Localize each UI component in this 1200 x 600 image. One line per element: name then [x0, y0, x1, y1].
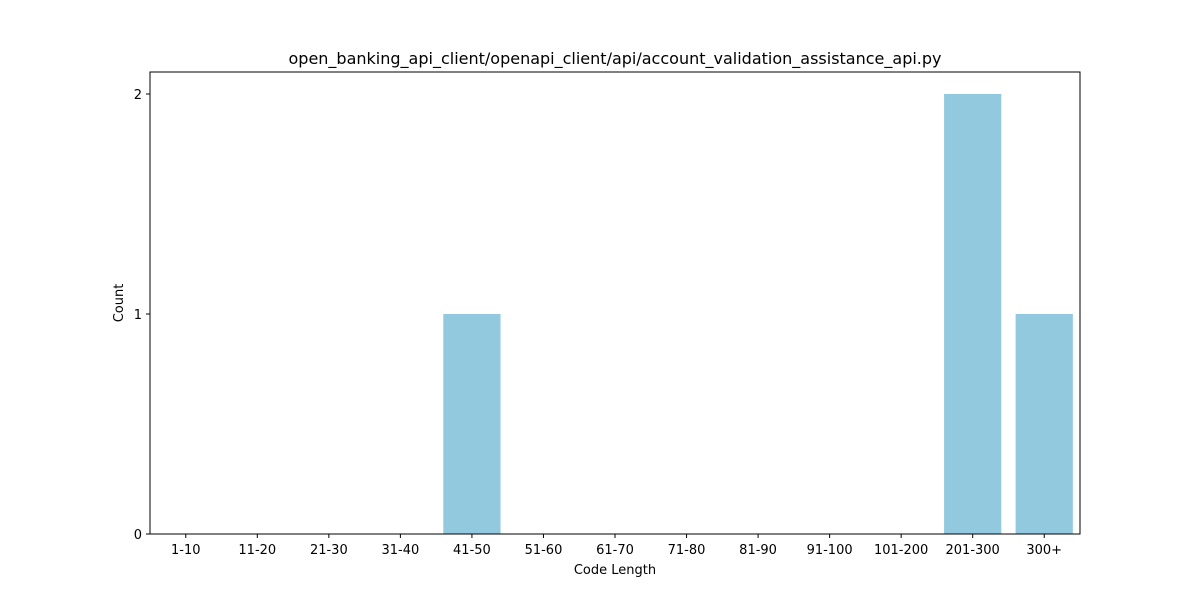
- bar-201-300: [944, 94, 1002, 534]
- x-tick-label: 61-70: [596, 543, 634, 558]
- y-tick-label: 1: [134, 308, 142, 323]
- x-tick-label: 31-40: [381, 543, 419, 558]
- x-tick-label: 21-30: [310, 543, 348, 558]
- x-tick-label: 201-300: [946, 543, 1000, 558]
- x-tick-label: 1-10: [171, 543, 201, 558]
- chart-title: open_banking_api_client/openapi_client/a…: [289, 49, 942, 69]
- y-tick-label: 0: [134, 528, 142, 543]
- y-axis-ticks: 0 1 2: [134, 88, 150, 543]
- x-tick-label: 91-100: [807, 543, 853, 558]
- x-tick-label: 41-50: [453, 543, 491, 558]
- x-tick-label: 300+: [1026, 543, 1062, 558]
- x-axis-ticks: 1-10 11-20 21-30 31-40 41-50 51-60 61-70 71-80 8…: [171, 534, 1062, 558]
- bar-300+: [1015, 314, 1073, 534]
- y-tick-label: 2: [134, 88, 142, 103]
- bars-group: [443, 94, 1073, 534]
- bar-41-50: [443, 314, 501, 534]
- x-tick-label: 101-200: [874, 543, 928, 558]
- plot-frame: [149, 71, 1081, 535]
- x-tick-label: 81-90: [739, 543, 777, 558]
- x-tick-label: 11-20: [238, 543, 276, 558]
- x-axis-title: Code Length: [574, 563, 656, 578]
- x-tick-label: 51-60: [525, 543, 563, 558]
- y-axis-title: Count: [112, 284, 127, 323]
- x-tick-label: 71-80: [668, 543, 706, 558]
